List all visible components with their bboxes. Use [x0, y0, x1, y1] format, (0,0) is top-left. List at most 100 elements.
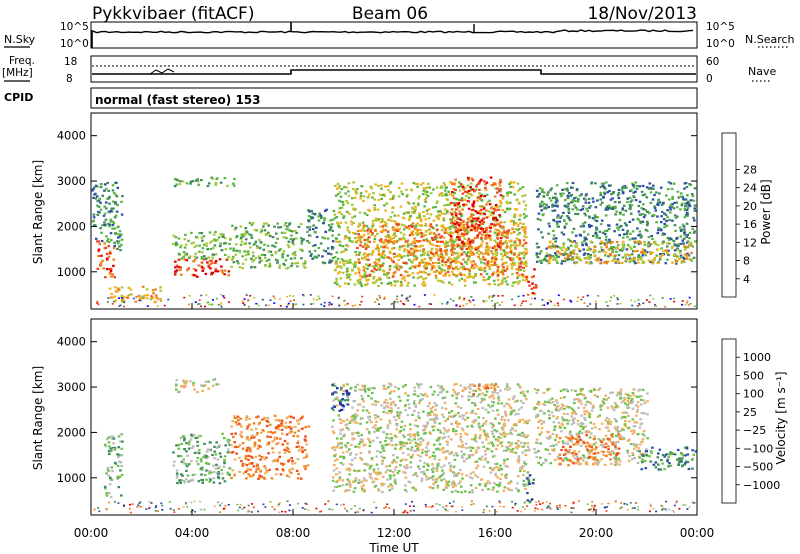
heatmap-cell	[658, 258, 662, 261]
heatmap-cell	[285, 267, 288, 270]
heatmap-cell	[669, 298, 672, 300]
heatmap-cell	[672, 182, 676, 185]
heatmap-cell	[196, 436, 200, 439]
heatmap-cell	[195, 460, 199, 463]
heatmap-cell	[388, 250, 392, 253]
heatmap-cell	[404, 392, 407, 395]
heatmap-cell	[223, 273, 226, 276]
heatmap-cell	[249, 295, 252, 297]
heatmap-cell	[435, 186, 439, 189]
heatmap-cell	[108, 445, 111, 448]
heatmap-cell	[541, 190, 544, 193]
heatmap-cell	[489, 406, 492, 409]
heatmap-cell	[431, 266, 434, 269]
heatmap-cell	[606, 191, 609, 194]
heatmap-cell	[571, 251, 575, 254]
heatmap-cell	[115, 195, 119, 198]
heatmap-cell	[180, 257, 184, 260]
heatmap-cell	[448, 232, 452, 235]
heatmap-cell	[371, 249, 375, 252]
heatmap-cell	[597, 256, 601, 260]
heatmap-cell	[179, 266, 183, 269]
heatmap-cell	[506, 446, 509, 449]
heatmap-cell	[352, 480, 356, 483]
heatmap-cell	[480, 233, 484, 236]
heatmap-cell	[422, 470, 425, 473]
heatmap-cell	[649, 251, 652, 254]
heatmap-cell	[386, 246, 389, 250]
heatmap-cell	[387, 189, 390, 192]
heatmap-cell	[109, 476, 112, 479]
heatmap-cell	[432, 219, 436, 222]
heatmap-cell	[574, 200, 577, 203]
heatmap-cell	[365, 409, 369, 412]
heatmap-cell	[424, 187, 427, 190]
heatmap-cell	[355, 453, 358, 456]
heatmap-cell	[454, 214, 458, 217]
heatmap-cell	[422, 280, 426, 283]
heatmap-cell	[430, 268, 433, 271]
heatmap-cell	[581, 208, 584, 211]
heatmap-cell	[363, 384, 366, 388]
heatmap-cell	[273, 438, 276, 442]
heatmap-cell	[519, 265, 522, 268]
heatmap-cell	[183, 238, 187, 241]
heatmap-cell	[206, 455, 210, 459]
heatmap-cell	[309, 217, 313, 220]
heatmap-cell	[109, 220, 112, 223]
heatmap-cell	[478, 231, 482, 234]
heatmap-cell	[436, 393, 440, 397]
heatmap-cell	[686, 202, 689, 205]
heatmap-cell	[432, 475, 435, 478]
heatmap-cell	[683, 207, 687, 210]
heatmap-cell	[500, 426, 504, 430]
heatmap-cell	[113, 227, 117, 230]
heatmap-cell	[332, 409, 335, 412]
heatmap-cell	[595, 220, 599, 223]
heatmap-cell	[487, 277, 490, 280]
heatmap-cell	[346, 229, 349, 232]
heatmap-cell	[464, 242, 468, 245]
heatmap-cell	[456, 473, 459, 476]
heatmap-cell	[512, 231, 516, 234]
heatmap-cell	[471, 203, 474, 206]
heatmap-cell	[189, 438, 193, 441]
heatmap-cell	[249, 246, 252, 249]
heatmap-cell	[396, 265, 399, 268]
heatmap-cell	[106, 240, 109, 243]
heatmap-cell	[366, 428, 369, 431]
heatmap-cell	[463, 251, 466, 254]
heatmap-cell	[296, 261, 300, 264]
heatmap-cell	[269, 250, 273, 253]
heatmap-cell	[458, 205, 461, 208]
heatmap-cell	[557, 304, 560, 307]
heatmap-cell	[205, 478, 208, 481]
heatmap-cell	[312, 302, 315, 305]
heatmap-cell	[362, 195, 366, 198]
heatmap-cell	[693, 305, 696, 308]
heatmap-cell	[497, 284, 500, 287]
heatmap-cell	[113, 448, 117, 451]
heatmap-cell	[282, 470, 285, 473]
heatmap-cell	[616, 297, 619, 299]
heatmap-cell	[467, 196, 471, 199]
heatmap-cell	[661, 254, 664, 257]
nave-right-tick-top: 60	[706, 56, 719, 68]
heatmap-cell	[656, 243, 660, 247]
heatmap-cell	[315, 256, 319, 259]
heatmap-cell	[479, 195, 483, 198]
heatmap-cell	[517, 412, 520, 415]
heatmap-cell	[206, 248, 209, 251]
heatmap-cell	[566, 205, 570, 208]
heatmap-cell	[647, 236, 651, 239]
heatmap-cell	[361, 236, 364, 239]
heatmap-cell	[462, 223, 466, 227]
heatmap-cell	[361, 397, 364, 400]
heatmap-cell	[587, 257, 591, 261]
heatmap-cell	[461, 414, 464, 417]
heatmap-cell	[345, 186, 349, 189]
heatmap-cell	[398, 245, 402, 248]
heatmap-cell	[516, 244, 520, 247]
heatmap-cell	[247, 299, 250, 302]
heatmap-cell	[178, 183, 182, 186]
